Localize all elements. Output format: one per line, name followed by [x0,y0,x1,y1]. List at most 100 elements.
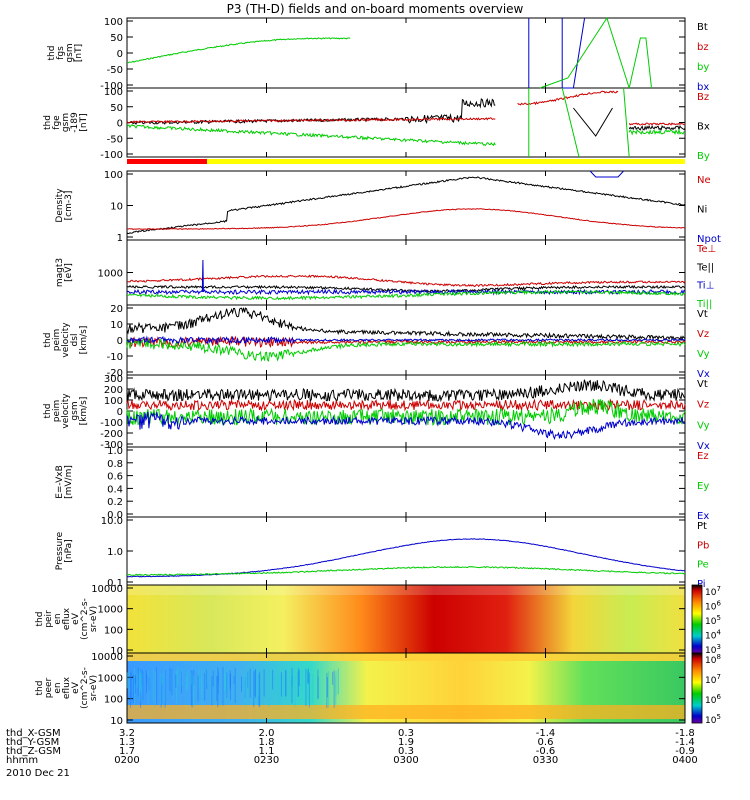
electron_spectrogram-ytick-label: 10000 [91,652,123,663]
mode-bar-yellow [127,159,685,164]
fgs-ytick-label: -50 [107,65,123,76]
xaxis-row-label-3: hhmm [6,755,38,766]
fgs-legend-3: bx [697,82,709,93]
xaxis-row-1-value-2: 1.9 [398,737,414,748]
electron_spectrogram-ytick-label: 10 [110,716,123,727]
velocity_gsm-legend-2: Vy [697,420,710,431]
density-ni-trace [126,176,686,235]
fgm-bz-trace [126,117,496,124]
figure-title: P3 (TH-D) fields and on-board moments ov… [227,2,524,16]
temperature-frame [126,239,686,306]
velocity_dsl-ytick-label: 20 [110,304,123,315]
xaxis-row-2-value-3: -0.6 [536,746,556,757]
xaxis-row-label-1: thd_Y-GSM [6,737,59,748]
pressure-legend-1: Pb [697,540,709,551]
velocity_dsl-ytick-label: 10 [110,320,123,331]
velocity_gsm-legend-0: Vt [697,379,708,390]
pressure-ytick-label: 10.0 [101,516,123,527]
density-ytick-label: 1 [117,233,123,244]
vgsm-vt-trace [126,379,686,403]
efield-ytick-label: 0.8 [107,459,123,470]
temperature-legend-0: Te⊥ [696,244,716,255]
efield-frame [126,446,686,518]
density-ylabel: Density[cm-3] [55,188,74,223]
ion_spectrogram-ytick-label: 10000 [91,584,123,595]
xaxis-row-3-value-2: 0300 [393,755,418,766]
xaxis-row-2-value-1: 1.1 [259,746,275,757]
electron_spectrogram-colorbar-label: 105 [705,713,721,726]
xaxis-row-label-0: thd_X-GSM [6,728,61,739]
ion_spectrogram-colorbar [691,584,703,654]
pressure-ytick-label: 1.0 [107,547,123,558]
ion_spectrogram-colorbar-label: 107 [705,585,721,598]
velocity_dsl-legend-1: Vz [697,329,709,340]
velocity_gsm-ytick-label: 100 [104,396,123,407]
velocity_gsm-ytick-label: -300 [100,440,123,451]
fgs-bx-trace-2 [561,17,586,89]
ion_spectrogram-colorbar-label: 106 [705,600,721,613]
velocity_dsl-legend-3: Vx [697,369,710,380]
fgs-ytick-label: -100 [100,81,123,92]
velocity_dsl-ytick-label: 0 [117,336,123,347]
ion_spectrogram-ylabel: thdpeirenefluxeV(cm^2-s-sr-eV) [35,598,99,640]
pressure-legend-0: Pt [697,521,707,532]
fgm-ytick-label: 50 [110,103,123,114]
fgm-by-trace [126,124,496,147]
temp-tiperp-spike [201,259,204,293]
efield-legend-0: Ez [697,451,709,462]
density-legend-0: Ne [697,175,711,186]
fgm-bx-trace-3 [628,124,686,132]
fgs-ytick-label: 100 [104,17,123,28]
density-ne-trace [126,208,685,230]
xaxis-row-3-value-0: 0200 [114,755,139,766]
ion_spectrogram-ytick-label: 1000 [98,605,123,616]
electron_spectrogram-colorbar [691,652,703,724]
fgm-ytick-label: 0 [117,119,123,130]
temperature-ytick-label: 1000 [98,269,123,280]
fgm-ytick-label: -100 [100,150,123,161]
velocity_dsl-legend-2: Vy [697,349,710,360]
temp-tiperp-trace [126,288,686,296]
xaxis-date: 2010 Dec 21 [6,768,70,779]
vdsl-vy-trace [126,337,686,362]
vgsm-vx-trace [126,411,686,441]
efield-legend-2: Ex [697,511,709,522]
vdsl-vt-trace [126,307,686,341]
electron_spectrogram-ytick-label: 1000 [98,673,123,684]
xaxis-row-0-value-4: -1.8 [675,728,695,739]
xaxis-row-0-value-0: 3.2 [119,728,135,739]
velocity_dsl-ylabel: thdpeimvelocitydsl[km/s] [43,322,89,358]
fgs-ytick-label: 50 [110,33,123,44]
fgm-by-trace-3 [628,128,686,136]
temperature-legend-3: Ti|| [696,299,712,310]
pressure-ylabel: Pressure[nPa] [55,531,74,570]
xaxis-row-1-value-1: 1.8 [259,737,275,748]
velocity_gsm-ytick-label: -200 [100,429,123,440]
fgs-legend-2: by [697,62,709,73]
fgm-bx-trace-2 [573,107,613,137]
xaxis-row-2-value-0: 1.7 [119,746,135,757]
fgm-ytick-label: 100 [104,87,123,98]
fgm-bz-trace-3 [628,122,685,126]
velocity_gsm-legend-1: Vz [697,400,709,411]
xaxis-row-2-value-2: 0.3 [398,746,414,757]
velocity_gsm-ylabel: thdpeimvelocitygsm[km/s] [43,393,89,429]
temp-tipar-trace [126,289,686,301]
fgm-ylabel: thdfgegsm-189[nT] [43,112,89,133]
fgs-ylabel: thdfgsgsm[nT] [47,43,84,62]
xaxis-row-3-value-1: 0230 [254,755,279,766]
xaxis-row-1-value-3: 0.6 [538,737,554,748]
fgm-legend-2: By [697,151,710,162]
fgs-legend-1: bz [697,42,709,53]
efield-ytick-label: 0.0 [107,510,123,521]
velocity_gsm-ytick-label: 0 [117,407,123,418]
electron_spectrogram-colorbar-label: 107 [705,673,721,686]
fgs-ytick-label: 0 [117,49,123,60]
fgs-frame [126,17,686,89]
velocity_gsm-ytick-label: -100 [100,418,123,429]
ion_spectrogram-spectrogram-fill [127,585,685,653]
vdsl-vx-trace [126,335,686,345]
pressure-legend-2: Pe [697,560,709,571]
electron_spectrogram-colorbar-label: 106 [705,693,721,706]
density-frame [126,170,686,241]
